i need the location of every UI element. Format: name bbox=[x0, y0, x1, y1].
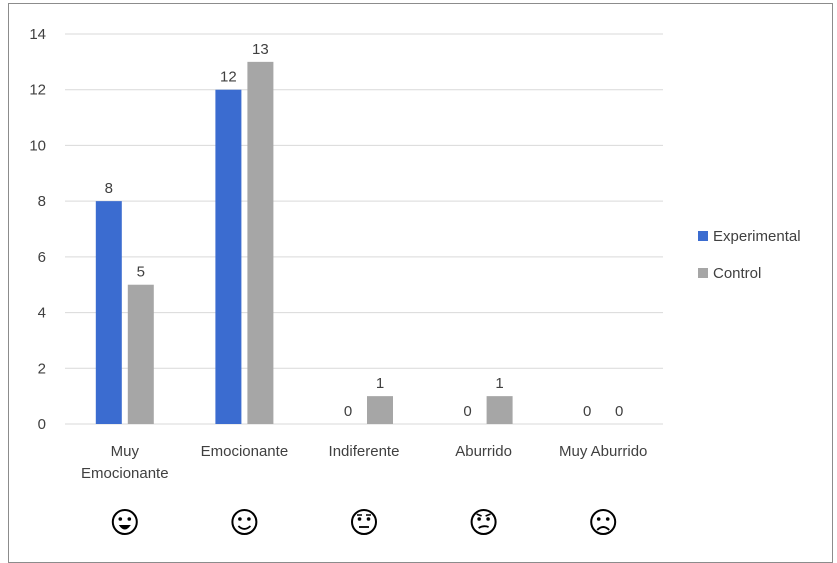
smiling-face-icon bbox=[231, 509, 258, 535]
data-label: 0 bbox=[583, 403, 591, 420]
y-tick-label: 4 bbox=[38, 305, 46, 322]
legend: Experimental Control bbox=[698, 228, 801, 282]
legend-item-control: Control bbox=[698, 265, 761, 282]
y-tick-label: 2 bbox=[38, 360, 46, 377]
bar-control bbox=[127, 284, 154, 424]
bar-experimental bbox=[215, 89, 242, 424]
data-label: 0 bbox=[463, 403, 471, 420]
x-category-label: Aburrido bbox=[455, 443, 512, 460]
chart-frame bbox=[8, 3, 833, 563]
bar-experimental bbox=[95, 201, 122, 424]
y-tick-label: 6 bbox=[38, 249, 46, 266]
bar-control bbox=[486, 396, 513, 424]
y-tick-label: 14 bbox=[29, 26, 46, 43]
x-category-label: Muy bbox=[111, 443, 140, 460]
bars bbox=[95, 61, 513, 424]
y-tick-label: 12 bbox=[29, 82, 46, 99]
data-label: 1 bbox=[376, 375, 384, 392]
frowning-face-icon bbox=[590, 509, 617, 535]
y-tick-label: 0 bbox=[38, 416, 46, 433]
neutral-face-icon bbox=[351, 509, 377, 535]
big-grin-face-icon bbox=[111, 509, 138, 535]
data-label: 0 bbox=[344, 403, 352, 420]
data-label: 8 bbox=[105, 180, 113, 197]
x-category-label: Emocionante bbox=[201, 443, 289, 460]
data-label: 13 bbox=[252, 41, 269, 58]
data-label: 1 bbox=[495, 375, 503, 392]
x-category-label: Indiferente bbox=[329, 443, 400, 460]
x-category-label: Muy Aburrido bbox=[559, 443, 647, 460]
data-label: 0 bbox=[615, 403, 623, 420]
confused-face-icon bbox=[470, 509, 497, 535]
legend-label: Control bbox=[713, 265, 761, 282]
category-icons bbox=[111, 509, 617, 535]
legend-item-experimental: Experimental bbox=[698, 228, 801, 245]
data-label: 12 bbox=[220, 69, 237, 86]
y-tick-label: 10 bbox=[29, 137, 46, 154]
data-label: 5 bbox=[137, 264, 145, 281]
x-axis-categories: Muy Emocionante Emocionante Indiferente Abur… bbox=[81, 443, 647, 482]
bar-control bbox=[367, 396, 393, 424]
legend-label: Experimental bbox=[713, 228, 801, 245]
bar-control bbox=[247, 61, 274, 424]
legend-swatch bbox=[698, 268, 708, 278]
y-axis-ticks: 0 2 4 6 8 10 12 14 bbox=[29, 26, 46, 433]
legend-swatch bbox=[698, 231, 708, 241]
y-tick-label: 8 bbox=[38, 193, 46, 210]
x-category-label: Emocionante bbox=[81, 465, 169, 482]
data-labels: 8 5 12 13 0 1 0 1 0 0 bbox=[105, 41, 624, 420]
gridlines bbox=[65, 33, 663, 425]
